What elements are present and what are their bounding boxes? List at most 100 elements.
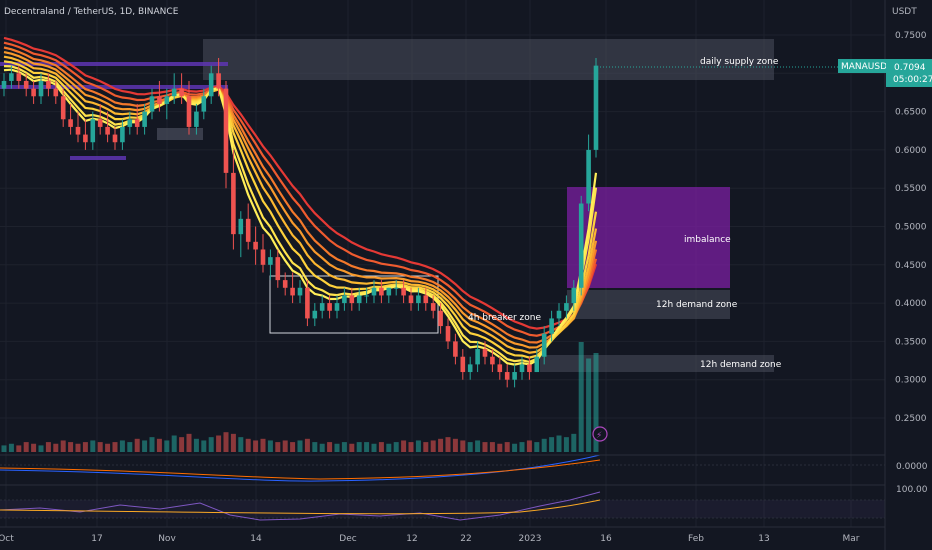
price-badge-value: 0.7094 xyxy=(894,63,926,73)
event-marker[interactable] xyxy=(592,426,608,442)
volume-bar xyxy=(179,437,185,452)
volume-bar xyxy=(563,437,569,452)
candle xyxy=(401,287,406,296)
x-tick-label: 13 xyxy=(758,534,769,544)
volume-bar xyxy=(164,440,170,452)
candle xyxy=(519,364,525,373)
candle xyxy=(238,218,244,235)
volume-bar xyxy=(53,443,59,452)
volume-bar xyxy=(208,437,214,452)
candle xyxy=(342,295,347,304)
candle xyxy=(512,372,517,380)
candle xyxy=(438,310,443,327)
volume-bar xyxy=(8,443,14,452)
candle xyxy=(312,310,318,319)
volume-bar xyxy=(119,440,125,452)
volume-bar xyxy=(60,440,66,452)
breaker-zone-label: 4h breaker zone xyxy=(468,313,541,323)
symbol-badge-text: MANAUSDT xyxy=(841,62,893,72)
candle xyxy=(445,326,451,342)
volume-bar xyxy=(127,442,133,452)
candle xyxy=(527,364,532,373)
candle xyxy=(319,303,325,311)
volume-bar xyxy=(45,442,51,452)
x-tick-label: Mar xyxy=(843,534,860,544)
candle xyxy=(68,119,73,127)
volume-bar xyxy=(312,442,318,452)
volume-bar xyxy=(282,440,288,452)
candle xyxy=(83,134,88,143)
candle xyxy=(586,149,591,204)
candle xyxy=(467,364,473,373)
macd-signal xyxy=(0,459,601,480)
volume-bar xyxy=(408,442,414,452)
purple-bar-low xyxy=(70,156,126,160)
candle xyxy=(231,172,236,235)
volume-bar xyxy=(571,433,577,452)
candle xyxy=(386,287,392,296)
candle xyxy=(430,303,436,311)
macd-pane xyxy=(0,454,885,482)
volume-bar xyxy=(378,442,384,452)
volume-bar xyxy=(526,440,532,452)
y-tick-label: 0.5000 xyxy=(895,223,927,233)
volume-bar xyxy=(290,442,296,452)
candle xyxy=(556,310,562,319)
volume-bar xyxy=(1,445,7,452)
candle xyxy=(112,134,118,143)
ribbon-line xyxy=(3,51,598,349)
candle xyxy=(1,80,7,89)
volume-bar xyxy=(68,442,74,452)
volume-bar xyxy=(534,442,540,452)
y-tick-label: 0.4500 xyxy=(895,261,927,271)
volume-bar xyxy=(423,442,429,452)
candle xyxy=(46,80,51,89)
volume-bar xyxy=(578,342,584,452)
candle xyxy=(275,257,281,281)
volume-bar xyxy=(512,443,518,452)
volume-bar xyxy=(445,437,451,452)
x-tick-label: Dec xyxy=(339,534,356,544)
volume-bar xyxy=(475,440,481,452)
volume-bar xyxy=(430,440,436,452)
candle xyxy=(179,88,184,97)
volume-bar xyxy=(349,443,355,452)
ribbon-line xyxy=(3,46,598,344)
price-badge-countdown: 05:00:27 xyxy=(893,75,932,85)
volume-bar xyxy=(97,442,103,452)
x-tick-label: Nov xyxy=(158,534,176,544)
volume-bar xyxy=(260,438,266,452)
candle xyxy=(349,295,355,304)
purple-bar-mid xyxy=(0,85,228,89)
volume-bar xyxy=(386,443,392,452)
x-tick-label: 22 xyxy=(460,534,471,544)
candle xyxy=(120,126,125,143)
candle xyxy=(453,341,458,357)
x-tick-label: Feb xyxy=(688,534,704,544)
candle xyxy=(23,80,29,89)
candle xyxy=(549,318,554,334)
x-tick-label: 2023 xyxy=(519,534,542,544)
volume-bar xyxy=(504,442,510,452)
volume-bar xyxy=(142,440,148,452)
volume-bar xyxy=(223,432,229,452)
candle xyxy=(223,88,229,173)
x-tick-label: 14 xyxy=(250,534,262,544)
candle xyxy=(327,303,332,311)
x-axis: Oct 17 Nov 14 Dec 12 22 2023 16 Feb 13 Mar xyxy=(0,534,860,544)
price-badge xyxy=(886,59,932,87)
candle xyxy=(31,88,36,97)
volume-bar xyxy=(149,437,155,452)
candle xyxy=(245,218,251,242)
candle xyxy=(171,88,177,97)
candle xyxy=(9,73,14,81)
candle xyxy=(194,111,199,127)
purple-bar-top xyxy=(0,62,228,66)
volume-bar xyxy=(82,442,88,452)
candle xyxy=(460,356,466,373)
y-tick-label: 0.6500 xyxy=(895,108,927,118)
volume-bar xyxy=(156,438,162,452)
demand-upper-label: 12h demand zone xyxy=(656,300,738,310)
volume-bar xyxy=(75,443,81,452)
